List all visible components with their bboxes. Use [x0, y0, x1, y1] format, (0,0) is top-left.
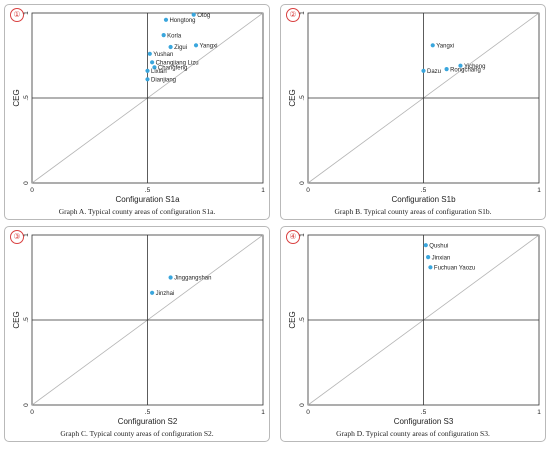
panel-a: ① 0 .5 1 0 .5 1 Configuration S1a CEG Otog Hongto… [4, 4, 270, 220]
data-point [168, 44, 173, 50]
point-label: Yangxi [200, 44, 218, 50]
y-axis-label: CEG [12, 311, 21, 328]
panel-badge: ④ [286, 230, 300, 244]
data-point [168, 275, 173, 280]
data-point [430, 43, 435, 48]
point-label: Hongtong [169, 18, 195, 24]
panel-caption: Graph B. Typical county areas of configu… [334, 207, 492, 216]
y-tick-label: .5 [299, 95, 306, 101]
point-label: Otog [197, 13, 210, 19]
data-point [145, 68, 150, 73]
y-axis-label: CEG [288, 311, 297, 328]
x-axis-label: Configuration S2 [118, 417, 178, 426]
point-label: Jinggangshan [174, 276, 211, 282]
y-tick-label: 0 [23, 403, 30, 407]
point-label: Zigui [174, 45, 187, 51]
x-tick-label: .5 [421, 409, 427, 416]
point-label: Jinxian [432, 255, 451, 261]
x-tick-label: 0 [30, 187, 34, 194]
y-tick-label: 1 [299, 11, 306, 15]
panel-badge: ② [286, 8, 300, 22]
x-tick-label: 0 [30, 409, 34, 416]
data-point [150, 290, 155, 295]
scatter-plot-d: 0 .5 1 0 .5 1 Configuration S3 CEG Qushui Jinxian… [288, 233, 541, 426]
point-label: Lixian [151, 69, 167, 75]
data-point [147, 51, 152, 56]
data-point [161, 33, 166, 38]
x-tick-label: 1 [537, 187, 541, 194]
data-point [150, 60, 155, 65]
panel-badge: ① [10, 8, 24, 22]
data-point [193, 43, 199, 48]
point-label: Dazu [427, 69, 441, 75]
point-label: Qushui [429, 243, 448, 249]
data-point [428, 265, 433, 270]
x-tick-label: 1 [537, 409, 541, 416]
scatter-plot-a: 0 .5 1 0 .5 1 Configuration S1a CEG OtogHongtong… [12, 11, 265, 204]
point-label: Changfeng [158, 66, 187, 72]
y-tick-label: .5 [299, 317, 306, 323]
x-tick-label: 1 [261, 187, 265, 194]
panel-badge: ③ [10, 230, 24, 244]
y-axis-label: CEG [288, 89, 297, 106]
y-tick-label: .5 [23, 317, 30, 323]
y-tick-label: 0 [299, 181, 306, 185]
x-tick-label: .5 [421, 187, 427, 194]
y-tick-label: 1 [23, 11, 30, 15]
data-point [426, 255, 431, 260]
data-point [191, 12, 196, 17]
data-point [458, 63, 463, 68]
x-axis-label: Configuration S3 [394, 417, 454, 426]
x-tick-label: 1 [261, 409, 265, 416]
y-tick-label: 0 [23, 181, 30, 185]
data-point [421, 68, 426, 73]
panel-d: ④ 0 .5 1 0 .5 1 Configuration S3 CEG Qushui Jinxi… [280, 226, 546, 442]
point-label: Yicheng [464, 64, 485, 70]
point-label: Yangxi [436, 44, 454, 50]
scatter-plot-c: 0 .5 1 0 .5 1 Configuration S2 CEG Jinggangshan J… [12, 233, 265, 426]
x-axis-label: Configuration S1a [115, 195, 180, 204]
x-tick-label: 0 [306, 409, 310, 416]
y-tick-label: 1 [23, 233, 30, 237]
data-point [145, 77, 150, 82]
point-label: Rongchang [450, 67, 481, 73]
panel-b: ② 0 .5 1 0 .5 1 Configuration S1b CEG Yangxi Yich… [280, 4, 546, 220]
x-tick-label: .5 [145, 409, 151, 416]
x-tick-label: 0 [306, 187, 310, 194]
y-axis-label: CEG [12, 89, 21, 106]
panel-caption: Graph C. Typical county areas of configu… [60, 429, 214, 438]
y-tick-label: .5 [23, 95, 30, 101]
panel-c: ③ 0 .5 1 0 .5 1 Configuration S2 CEG Jinggangsha… [4, 226, 270, 442]
data-point [423, 243, 428, 248]
point-label: Fuchuan Yaozu [434, 266, 475, 272]
point-label: Dianjiang [151, 78, 176, 84]
point-label: Changjiang Lizu [156, 61, 199, 67]
point-label: Korla [167, 33, 182, 39]
panel-caption: Graph D. Typical county areas of configu… [336, 429, 490, 438]
data-point [444, 67, 449, 72]
panel-caption: Graph A. Typical county areas of configu… [58, 207, 216, 216]
y-tick-label: 0 [299, 403, 306, 407]
data-point [163, 17, 169, 22]
x-axis-label: Configuration S1b [391, 195, 456, 204]
data-point [152, 65, 157, 70]
point-label: Yushan [153, 52, 173, 58]
x-tick-label: .5 [145, 187, 151, 194]
scatter-plot-b: 0 .5 1 0 .5 1 Configuration S1b CEG Yangxi Yichen… [288, 11, 541, 204]
point-label: Jinzhai [156, 291, 175, 297]
y-tick-label: 1 [299, 233, 306, 237]
